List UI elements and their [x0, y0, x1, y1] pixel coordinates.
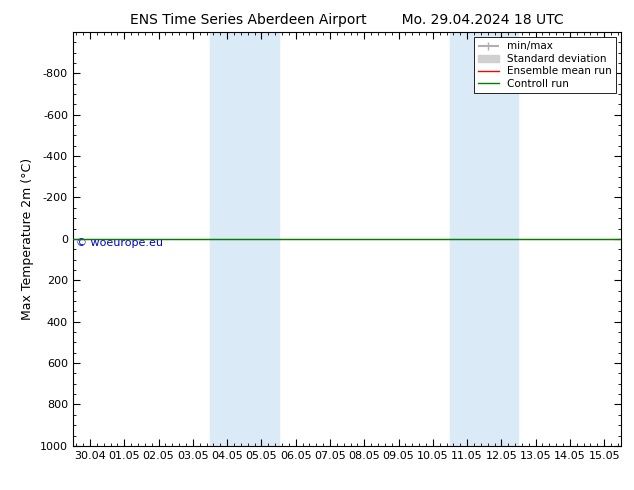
Text: © woeurope.eu: © woeurope.eu — [75, 238, 163, 248]
Bar — [450, 32, 519, 446]
Legend: min/max, Standard deviation, Ensemble mean run, Controll run: min/max, Standard deviation, Ensemble me… — [474, 37, 616, 93]
Title: ENS Time Series Aberdeen Airport        Mo. 29.04.2024 18 UTC: ENS Time Series Aberdeen Airport Mo. 29.… — [131, 13, 564, 26]
Bar — [210, 32, 278, 446]
Y-axis label: Max Temperature 2m (°C): Max Temperature 2m (°C) — [22, 158, 34, 320]
